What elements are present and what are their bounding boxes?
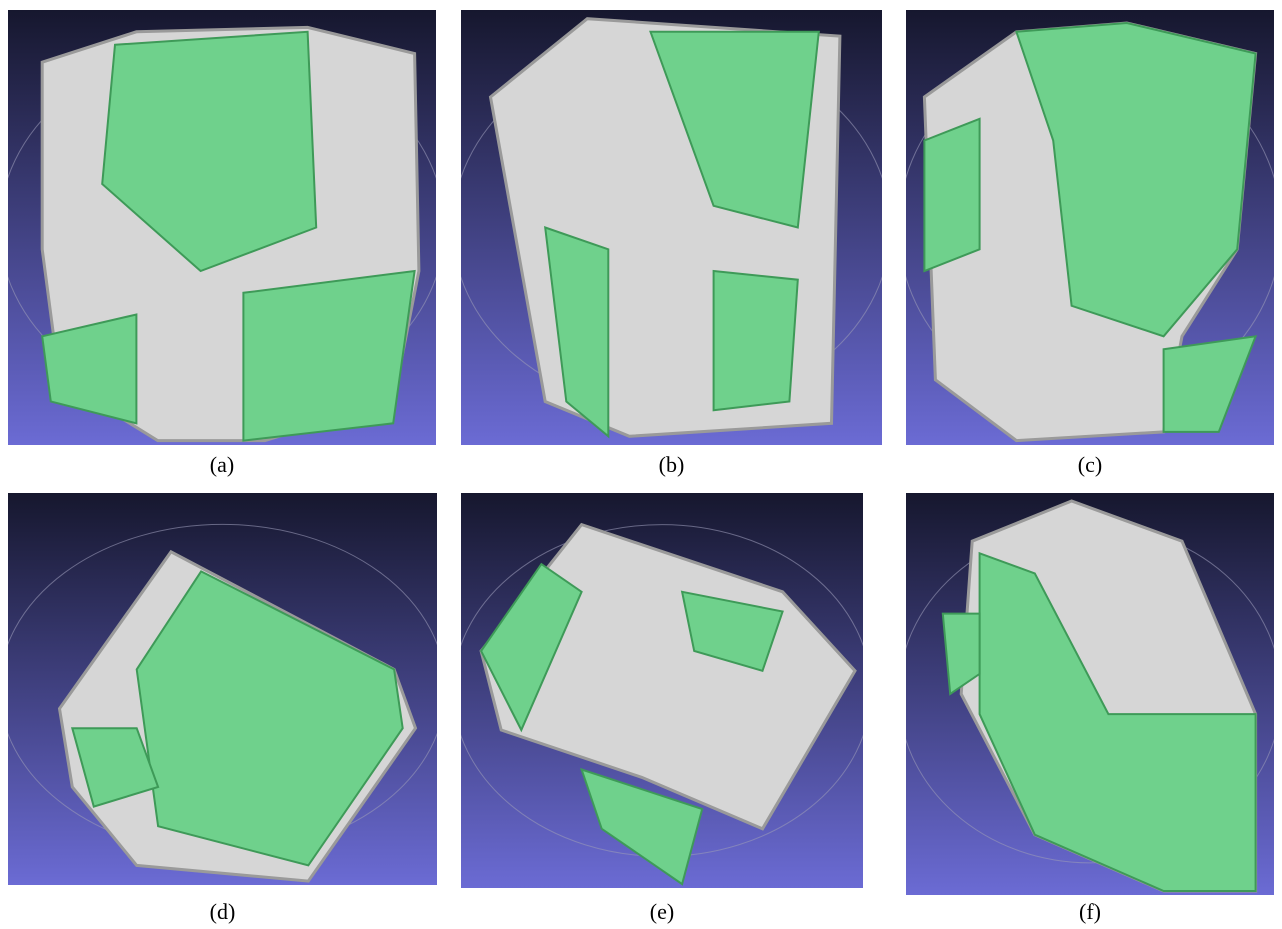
caption: (a) [210,452,234,478]
figure: (a) (b) (c) (d) (e) (f) [0,0,1282,929]
mesh-green [714,271,798,410]
caption: (b) [659,452,685,478]
render-panel [461,493,863,888]
caption: (f) [1079,899,1101,925]
mesh-green [924,119,979,271]
caption: (c) [1078,452,1102,478]
caption: (e) [650,899,674,925]
caption: (d) [210,899,236,925]
render-panel [906,10,1274,445]
render-panel [906,493,1274,895]
render-panel [461,10,882,445]
render-panel [8,493,437,885]
render-panel [8,10,436,445]
mesh-green [243,271,414,441]
